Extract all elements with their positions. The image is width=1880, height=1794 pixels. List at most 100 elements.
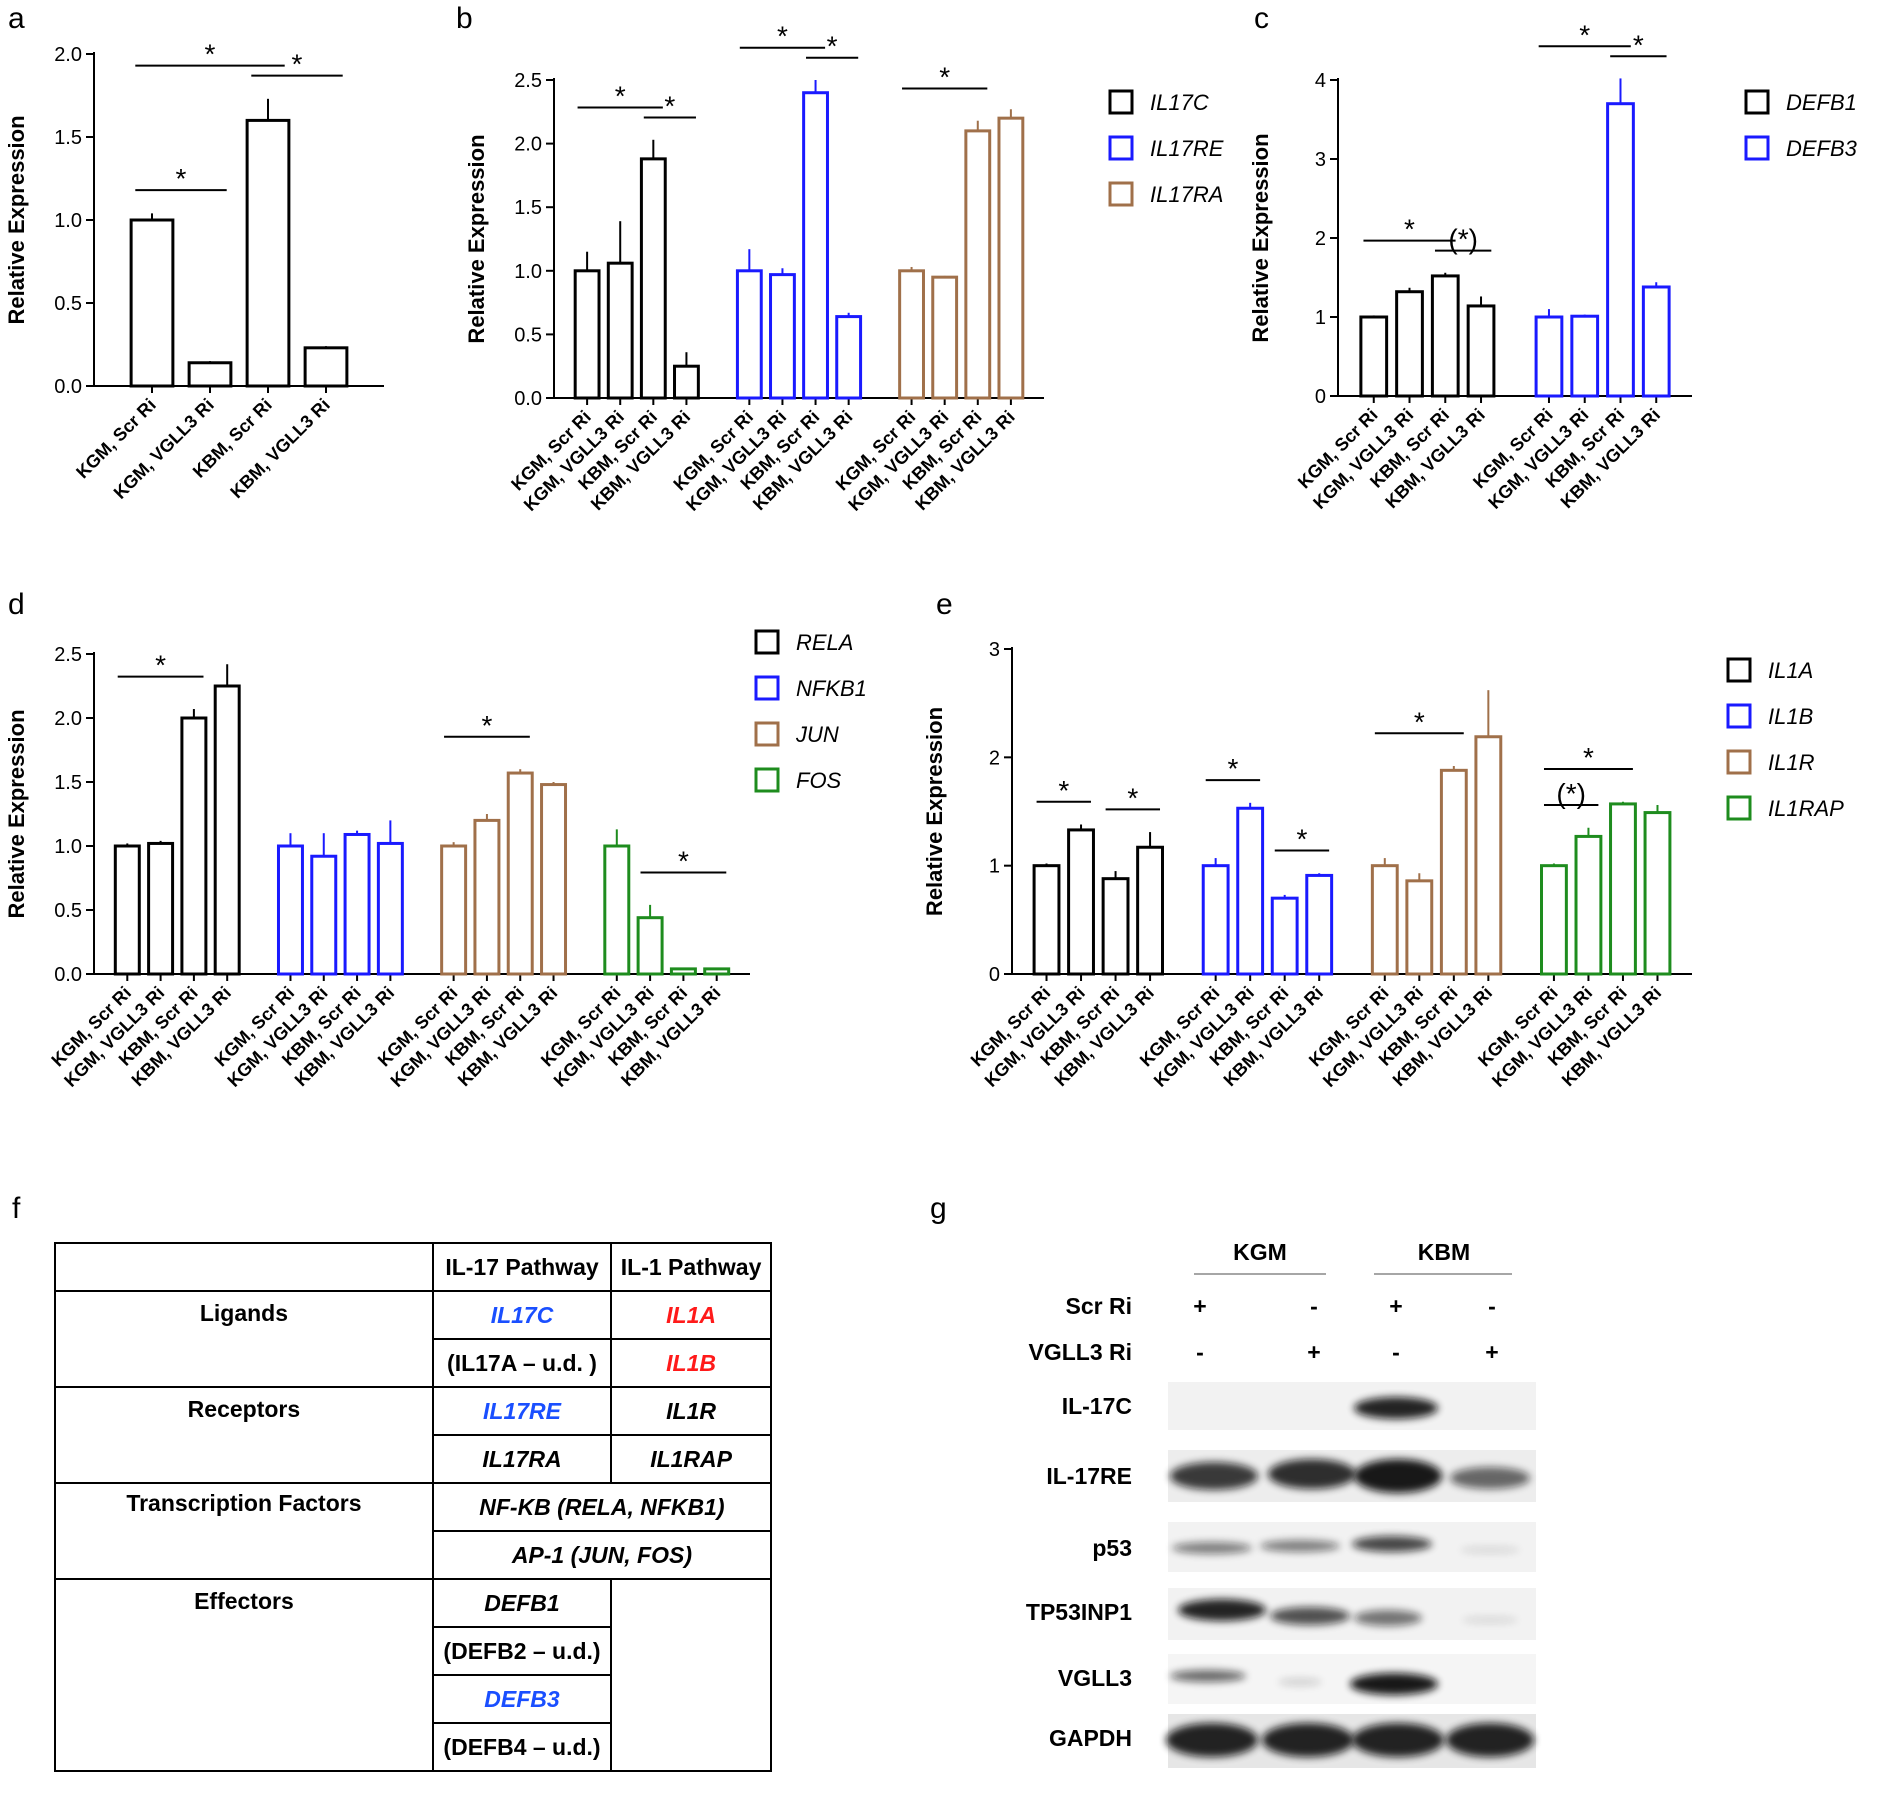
- panel-label: d: [8, 588, 25, 621]
- bar: [129, 218, 175, 388]
- cell: IL17RE: [431, 1386, 613, 1436]
- y-tick-label: 0.5: [54, 900, 82, 922]
- significance-label: *: [205, 39, 216, 70]
- y-tick-label: 3: [989, 639, 1000, 661]
- y-tick-label: 0: [1315, 386, 1326, 408]
- treatment-sign: -: [1392, 1339, 1400, 1365]
- y-tick-label: 0.0: [54, 376, 82, 398]
- x-tick-label: KBM, VGLL3 Ri: [226, 395, 333, 502]
- legend-swatch: [1108, 181, 1134, 207]
- significance-label: (*): [1556, 778, 1586, 809]
- band: [1268, 1459, 1356, 1489]
- band: [1350, 1673, 1438, 1695]
- cell: IL17C: [431, 1290, 613, 1340]
- y-tick-label: 0.0: [514, 388, 542, 410]
- band: [1166, 1723, 1258, 1757]
- bar: [187, 361, 233, 388]
- y-tick-label: 1.5: [54, 772, 82, 794]
- bar: [1201, 864, 1230, 976]
- bar: [1405, 879, 1434, 976]
- y-tick-label: 0.5: [54, 293, 82, 315]
- significance-label: *: [827, 31, 838, 62]
- significance-label: *: [1404, 214, 1415, 245]
- y-tick-label: 4: [1315, 70, 1326, 92]
- y-tick-label: 2: [1315, 228, 1326, 250]
- bar: [1236, 806, 1265, 976]
- y-tick-label: 0: [989, 964, 1000, 986]
- bar: [1641, 285, 1671, 398]
- band: [1262, 1723, 1354, 1757]
- bar: [898, 269, 925, 400]
- panel-label: g: [930, 1192, 947, 1225]
- legend-swatch: [1726, 795, 1752, 821]
- band: [1460, 1546, 1520, 1554]
- column-header: IL-1 Pathway: [610, 1242, 772, 1292]
- band: [1170, 1670, 1246, 1682]
- band: [1354, 1459, 1442, 1493]
- y-tick-label: 0.0: [54, 964, 82, 986]
- treatment-sign: +: [1485, 1339, 1498, 1365]
- significance-label: *: [481, 710, 492, 741]
- significance-label: (*): [1448, 224, 1478, 255]
- y-tick-label: 3: [1315, 149, 1326, 171]
- bar: [606, 261, 634, 400]
- treatment-sign: -: [1196, 1339, 1204, 1365]
- cell: DEFB1: [431, 1578, 613, 1628]
- band-label: p53: [1092, 1535, 1132, 1561]
- band: [1354, 1610, 1422, 1626]
- legend-label: RELA: [796, 630, 853, 655]
- legend-label: DEFB3: [1786, 136, 1858, 161]
- bar: [769, 273, 796, 400]
- bar: [1609, 802, 1637, 976]
- band-label: VGLL3: [1058, 1665, 1132, 1691]
- significance-label: *: [1579, 19, 1590, 50]
- section-name: Ligands: [54, 1290, 434, 1388]
- blot-strip: [1168, 1382, 1536, 1430]
- bar: [673, 364, 700, 400]
- legend-label: IL1A: [1768, 658, 1813, 683]
- legend-label: IL1RAP: [1768, 796, 1844, 821]
- bar: [835, 315, 863, 400]
- bar: [931, 275, 959, 400]
- bar: [1466, 304, 1496, 398]
- blank-cell: [610, 1578, 772, 1772]
- group-label: KBM: [1418, 1239, 1470, 1265]
- bar: [1370, 864, 1399, 976]
- band: [1450, 1467, 1530, 1489]
- band: [1462, 1616, 1518, 1624]
- section-name: Receptors: [54, 1386, 434, 1484]
- treatment-sign: -: [1488, 1293, 1496, 1319]
- y-axis-label: Relative Expression: [922, 707, 947, 916]
- legend-swatch: [1726, 749, 1752, 775]
- panel-label: f: [12, 1192, 21, 1225]
- bar: [1570, 314, 1600, 398]
- cell: AP-1 (JUN, FOS): [431, 1530, 773, 1580]
- band: [1178, 1599, 1266, 1621]
- panel-label: e: [936, 588, 953, 621]
- y-tick-label: 2.0: [54, 708, 82, 730]
- bar: [1540, 864, 1568, 976]
- legend-swatch: [1108, 89, 1134, 115]
- treatment-sign: -: [1310, 1293, 1318, 1319]
- significance-label: *: [176, 163, 187, 194]
- band: [1170, 1462, 1258, 1490]
- band-label: GAPDH: [1049, 1725, 1132, 1751]
- y-tick-label: 1: [1315, 307, 1326, 329]
- band: [1446, 1723, 1534, 1757]
- legend-label: DEFB1: [1786, 90, 1857, 115]
- bar: [964, 129, 992, 400]
- bar: [802, 91, 829, 400]
- y-tick-label: 1: [989, 856, 1000, 878]
- bar: [1430, 274, 1460, 398]
- bar: [573, 269, 601, 400]
- cell: (DEFB2 – u.d.): [431, 1626, 613, 1676]
- bar: [703, 967, 731, 976]
- significance-label: *: [155, 650, 166, 681]
- band: [1352, 1536, 1432, 1552]
- y-tick-label: 1.0: [54, 836, 82, 858]
- treatment-label: VGLL3 Ri: [1028, 1339, 1132, 1365]
- bar: [147, 841, 175, 976]
